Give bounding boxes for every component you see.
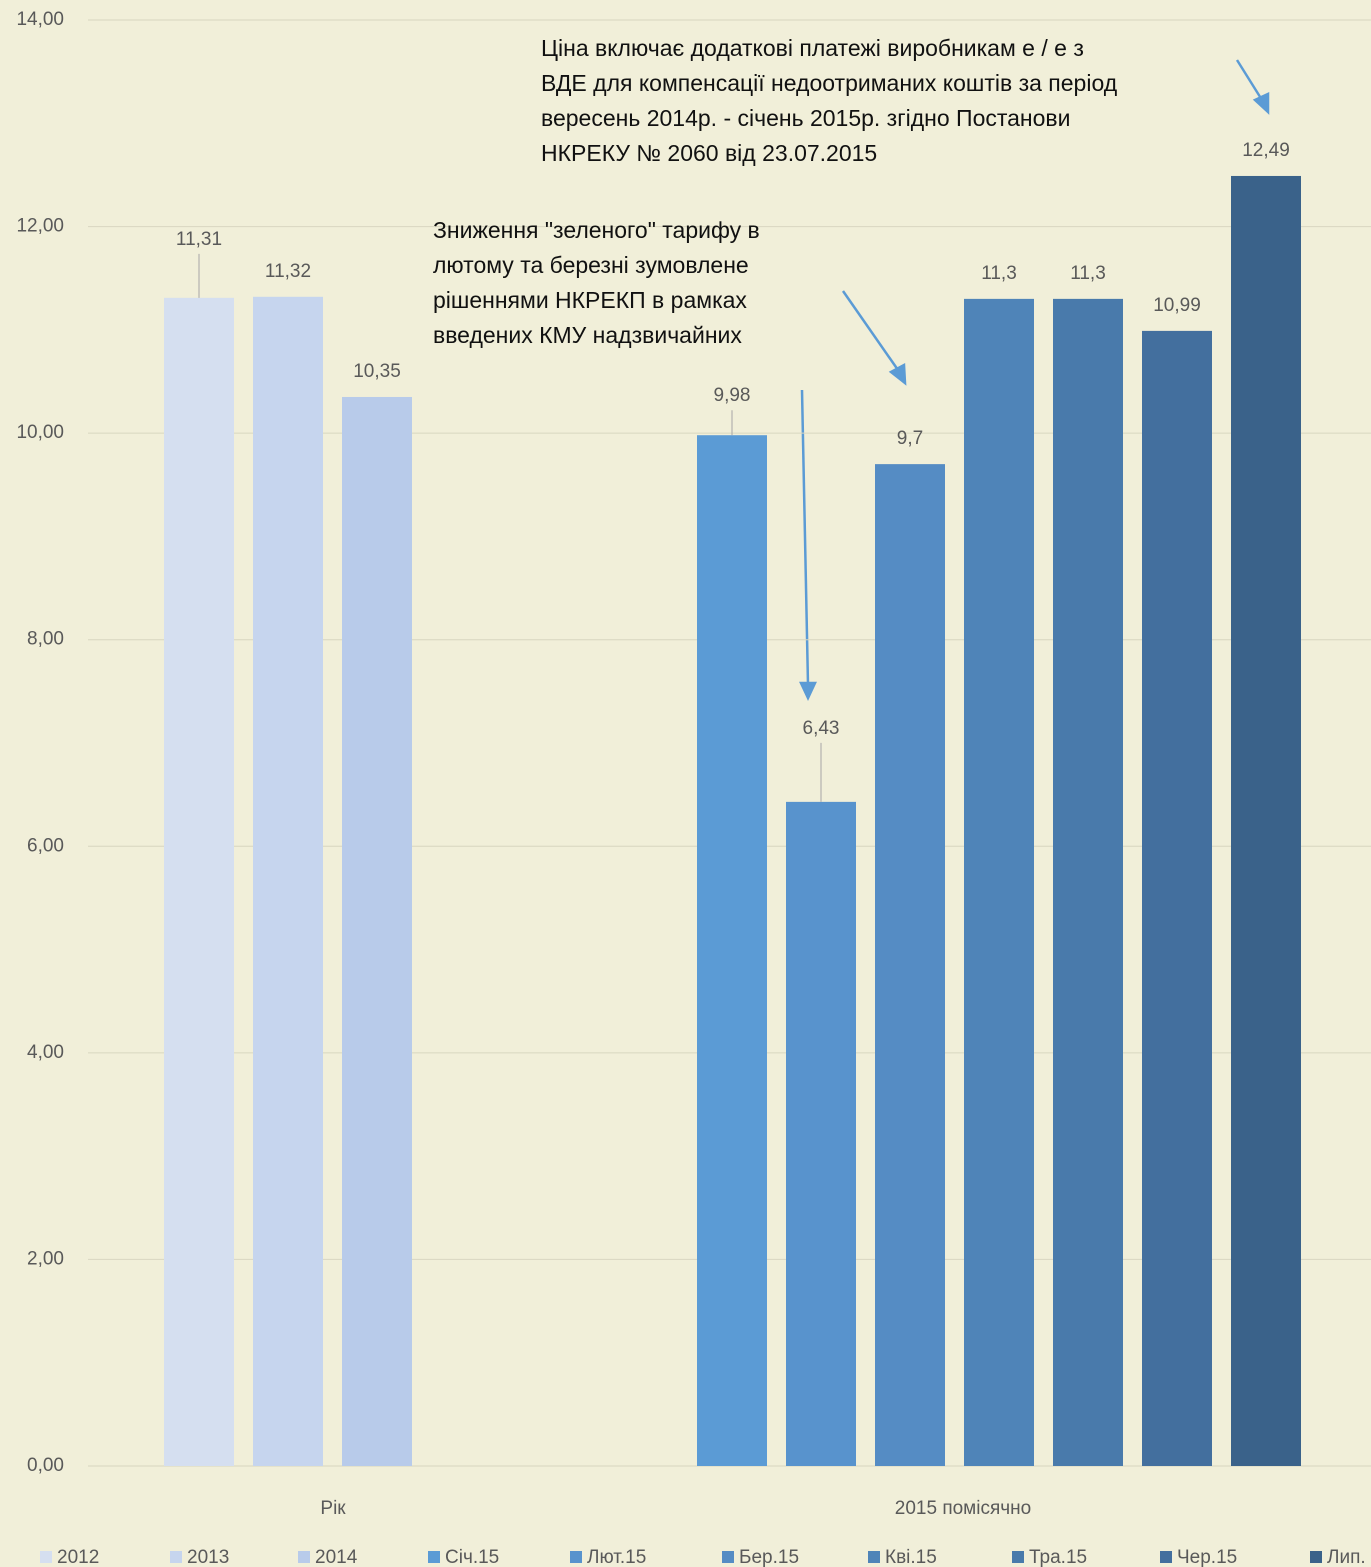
data-label: 11,3 bbox=[1070, 263, 1106, 284]
annotation: введених КМУ надзвичайних bbox=[433, 322, 742, 348]
bar bbox=[253, 296, 323, 1467]
bar bbox=[697, 435, 767, 1467]
data-label: 11,3 bbox=[981, 263, 1017, 284]
bar bbox=[1231, 175, 1301, 1466]
annotation: Зниження "зеленого" тарифу в bbox=[433, 217, 760, 243]
legend-swatch bbox=[40, 1551, 52, 1563]
legend-label: Січ.15 bbox=[445, 1547, 499, 1567]
bar bbox=[786, 801, 856, 1466]
y-tick-label: 10,00 bbox=[16, 422, 64, 443]
annotation: лютому та березні зумовлене bbox=[433, 252, 749, 278]
legend-swatch bbox=[570, 1551, 582, 1563]
annotation: Ціна включає додаткові платежі виробника… bbox=[541, 35, 1084, 61]
data-label: 12,49 bbox=[1242, 140, 1290, 161]
bar bbox=[164, 297, 234, 1466]
legend-label: Чер.15 bbox=[1177, 1547, 1237, 1567]
bar bbox=[964, 298, 1034, 1466]
legend-swatch bbox=[1012, 1551, 1024, 1563]
legend-label: Тра.15 bbox=[1029, 1547, 1087, 1567]
data-label: 9,98 bbox=[714, 385, 751, 406]
annotation: ВДЕ для компенсації недоотриманих коштів… bbox=[541, 70, 1118, 96]
annotation: рішеннями НКРЕКП в рамках bbox=[433, 287, 747, 313]
legend-swatch bbox=[722, 1551, 734, 1563]
bar bbox=[1053, 298, 1123, 1466]
legend-swatch bbox=[1160, 1551, 1172, 1563]
y-tick-label: 8,00 bbox=[27, 629, 64, 650]
data-label: 10,35 bbox=[353, 361, 401, 382]
y-tick-label: 0,00 bbox=[27, 1455, 64, 1476]
data-label: 10,99 bbox=[1153, 295, 1201, 316]
bar bbox=[342, 396, 412, 1466]
arrow bbox=[841, 290, 900, 371]
legend-swatch bbox=[170, 1551, 182, 1563]
legend-swatch bbox=[428, 1551, 440, 1563]
arrow-head bbox=[799, 681, 817, 701]
legend-label: 2013 bbox=[187, 1547, 229, 1567]
annotation: вересень 2014р. - січень 2015р. згідно П… bbox=[541, 105, 1070, 131]
legend-label: Лип. bbox=[1327, 1547, 1366, 1567]
arrow-head bbox=[888, 362, 907, 386]
bar bbox=[875, 464, 945, 1467]
arrow-head bbox=[1252, 92, 1270, 115]
data-label: 9,7 bbox=[897, 428, 923, 449]
y-tick-label: 4,00 bbox=[27, 1042, 64, 1063]
legend-label: 2014 bbox=[315, 1547, 358, 1567]
bar bbox=[1142, 330, 1212, 1466]
legend-label: Бер.15 bbox=[739, 1547, 799, 1567]
legend-label: Кві.15 bbox=[885, 1547, 937, 1567]
y-tick-label: 2,00 bbox=[27, 1248, 64, 1269]
y-tick-label: 6,00 bbox=[27, 835, 64, 856]
legend-swatch bbox=[1310, 1551, 1322, 1563]
legend-label: Лют.15 bbox=[587, 1547, 646, 1567]
arrows bbox=[799, 59, 1270, 701]
y-tick-label: 14,00 bbox=[16, 9, 64, 30]
arrow bbox=[800, 389, 810, 686]
legend-swatch bbox=[298, 1551, 310, 1563]
annotation: НКРЕКУ № 2060 від 23.07.2015 bbox=[541, 140, 877, 166]
x-tick-label: 2015 помісячно bbox=[895, 1498, 1031, 1519]
legend-label: 2012 bbox=[57, 1547, 99, 1567]
x-tick-label: Рік bbox=[320, 1498, 346, 1519]
legend-swatch bbox=[868, 1551, 880, 1563]
data-label: 11,31 bbox=[176, 229, 222, 250]
data-label: 6,43 bbox=[803, 718, 840, 739]
data-label: 11,32 bbox=[265, 261, 311, 282]
y-tick-label: 12,00 bbox=[16, 216, 64, 237]
arrow bbox=[1235, 59, 1264, 101]
